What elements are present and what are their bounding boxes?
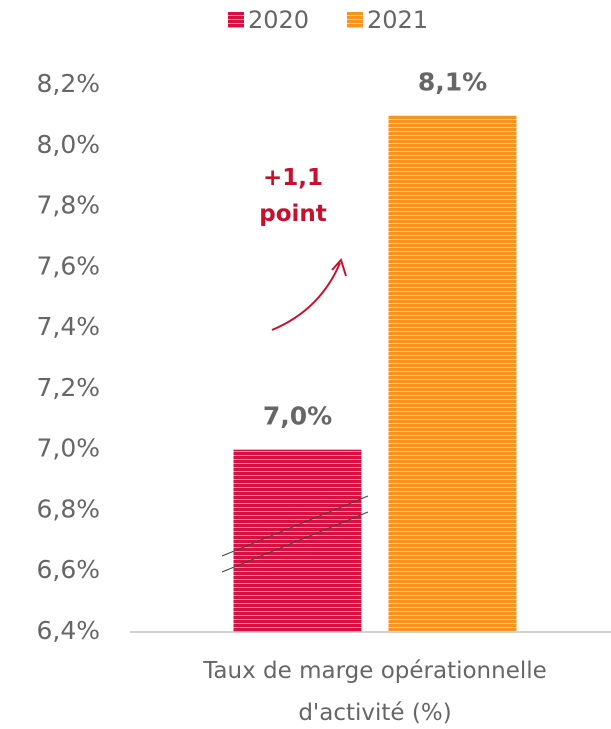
y-tick-label: 7,4% [36,312,100,341]
annotation: +1,1 point [259,165,327,227]
y-tick-label: 7,8% [36,191,100,220]
y-tick-label: 8,2% [36,69,100,98]
arrow [271,262,341,331]
y-tick-label: 6,4% [36,616,100,645]
break-mark [221,495,369,557]
value-label: 7,0% [263,402,332,431]
break-mark [221,511,369,573]
y-tick-label: 7,0% [36,434,100,463]
legend-label: 2020 [248,6,309,34]
y-tick-label: 7,2% [36,373,100,402]
category-label: Taux de marge opérationnelle d'activité … [203,658,547,726]
legend-swatch [347,12,363,28]
bar [388,115,517,632]
y-tick-label: 6,6% [36,555,100,584]
y-tick-label: 8,0% [36,130,100,159]
arrow-head [331,258,347,277]
y-tick-label: 6,8% [36,494,100,523]
legend-label: 2021 [367,6,428,34]
y-tick-label: 7,6% [36,251,100,280]
value-label: 8,1% [418,67,487,96]
legend-swatch [228,12,244,28]
